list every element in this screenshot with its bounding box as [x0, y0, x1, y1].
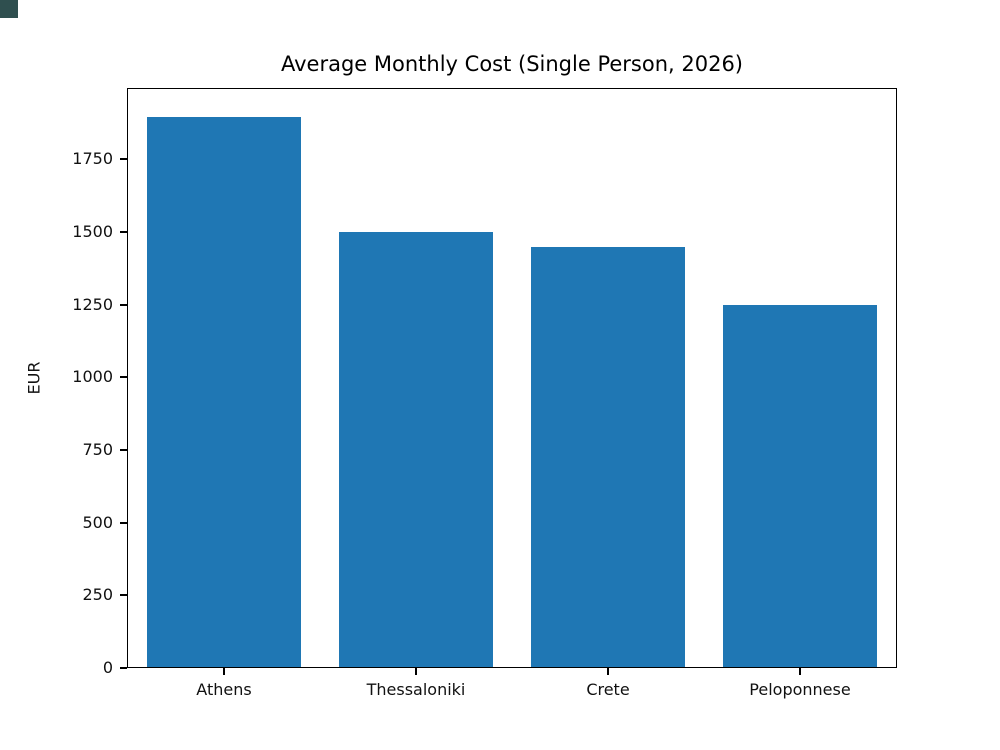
- x-tick-mark: [799, 668, 801, 675]
- bar-athens: [147, 116, 301, 667]
- x-tick-label: Athens: [196, 680, 252, 699]
- x-tick-mark: [415, 668, 417, 675]
- y-tick-label: 250: [82, 585, 113, 605]
- x-tick-mark: [607, 668, 609, 675]
- x-tick-mark: [223, 668, 225, 675]
- y-tick-mark: [120, 158, 127, 161]
- y-tick-mark: [120, 521, 127, 524]
- plot-area: [127, 88, 897, 668]
- y-tick-label: 0: [102, 658, 113, 677]
- x-tick-label: Crete: [586, 680, 630, 699]
- y-tick-label: 750: [82, 439, 113, 459]
- bar-peloponnese: [723, 304, 877, 667]
- chart-title: Average Monthly Cost (Single Person, 202…: [280, 52, 743, 76]
- y-tick-label: 1250: [72, 294, 113, 314]
- screenshot-corner-artifact: [0, 0, 18, 18]
- y-tick-mark: [120, 230, 127, 233]
- y-tick-mark: [120, 667, 127, 669]
- y-tick-mark: [120, 376, 127, 379]
- bar-thessaloniki: [339, 232, 493, 667]
- y-tick-label: 500: [82, 512, 113, 532]
- y-tick-label: 1500: [72, 221, 113, 241]
- bar-crete: [531, 246, 685, 667]
- y-tick-mark: [120, 594, 127, 597]
- y-tick-mark: [120, 303, 127, 306]
- x-tick-label: Thessaloniki: [366, 680, 466, 699]
- y-tick-label: 1750: [72, 149, 113, 169]
- y-tick-label: 1000: [72, 367, 113, 387]
- y-tick-mark: [120, 448, 127, 451]
- x-tick-label: Peloponnese: [749, 680, 851, 699]
